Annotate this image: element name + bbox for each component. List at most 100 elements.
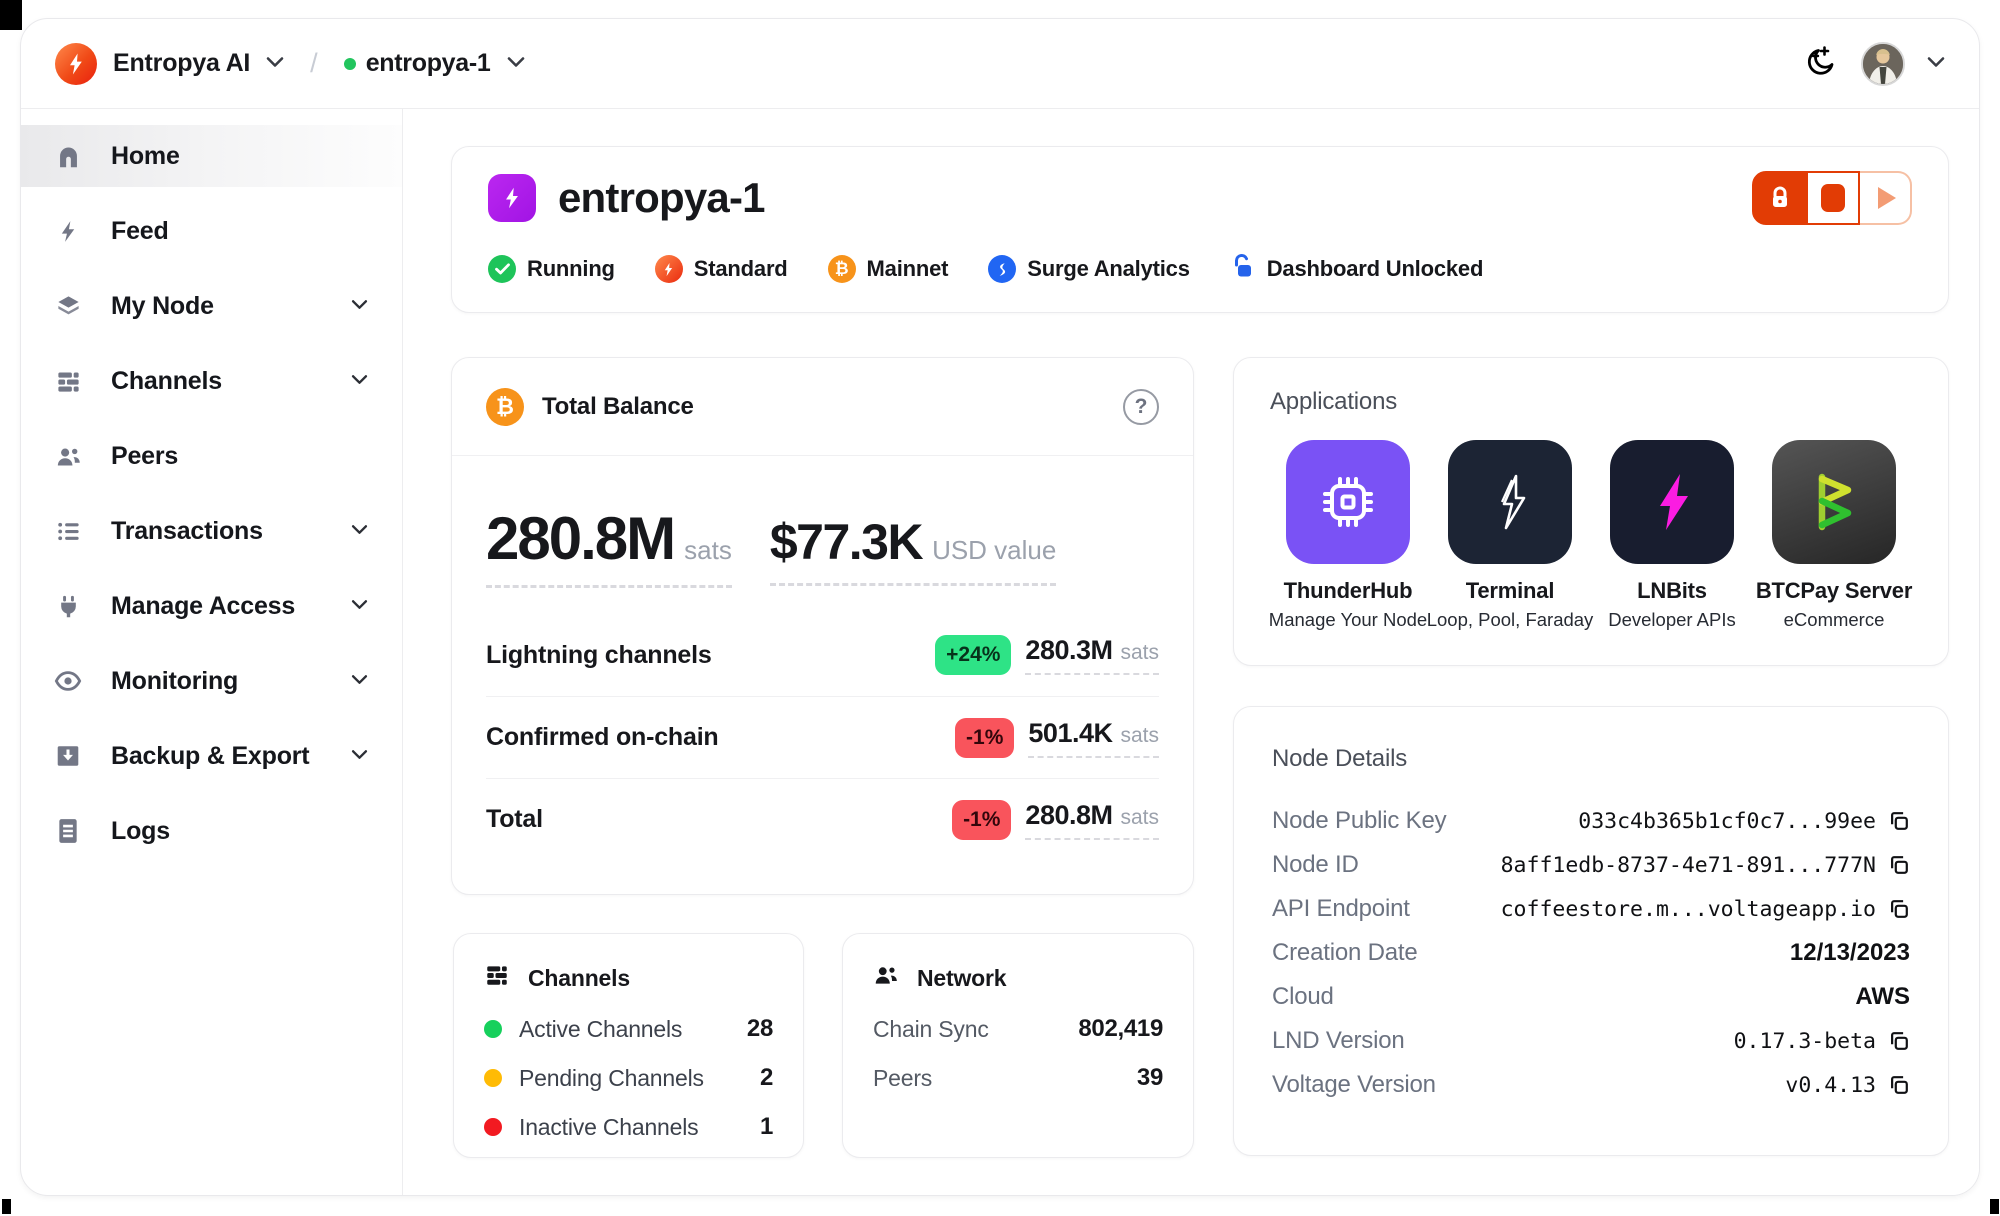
channels-row-value: 2 bbox=[759, 1064, 773, 1091]
play-icon bbox=[1878, 187, 1896, 209]
stop-button[interactable] bbox=[1808, 171, 1860, 225]
balance-row-unit: sats bbox=[1120, 723, 1159, 747]
sidebar-item-logs[interactable]: Logs bbox=[21, 800, 402, 862]
breadcrumb-node[interactable]: entropya-1 bbox=[343, 49, 491, 78]
status-badge-plan: Standard bbox=[654, 255, 788, 283]
app-name: Terminal bbox=[1465, 578, 1555, 603]
network-summary-card: Network Chain Sync 802,419 Peers 39 bbox=[842, 933, 1194, 1158]
balance-row-total: Total -1% 280.8M sats bbox=[486, 778, 1159, 860]
detail-row-lnd-version: LND Version 0.17.3-beta bbox=[1272, 1019, 1910, 1063]
network-row-value: 39 bbox=[1136, 1064, 1163, 1091]
lock-button[interactable] bbox=[1752, 171, 1808, 225]
channels-summary-card: Channels Active Channels 28 Pending Chan… bbox=[453, 933, 804, 1158]
channels-row-value: 1 bbox=[759, 1113, 773, 1140]
start-button[interactable] bbox=[1860, 171, 1912, 225]
total-balance-card: ₿ Total Balance ? 280.8M sats $77.3K USD… bbox=[451, 357, 1194, 895]
node-details-card: Node Details Node Public Key 033c4b365b1… bbox=[1233, 706, 1949, 1156]
balance-row-unit: sats bbox=[1120, 805, 1159, 829]
copy-icon[interactable] bbox=[1888, 898, 1910, 920]
sidebar-item-monitoring[interactable]: Monitoring bbox=[21, 650, 402, 712]
app-btcpay[interactable]: BTCPay Server eCommerce bbox=[1756, 440, 1912, 631]
network-row-value: 802,419 bbox=[1078, 1015, 1163, 1042]
sidebar-item-label: Logs bbox=[111, 816, 170, 845]
balance-row-label: Lightning channels bbox=[486, 640, 712, 669]
sidebar-item-peers[interactable]: Peers bbox=[21, 425, 402, 487]
breadcrumb-separator: / bbox=[310, 48, 318, 78]
chevron-down-icon[interactable] bbox=[266, 55, 284, 73]
app-terminal[interactable]: Terminal Loop, Pool, Faraday bbox=[1427, 440, 1593, 631]
detail-row-api-endpoint: API Endpoint coffeestore.m...voltageapp.… bbox=[1272, 887, 1910, 931]
balance-row-label: Confirmed on-chain bbox=[486, 723, 719, 751]
sidebar-item-home[interactable]: Home bbox=[21, 125, 402, 187]
help-icon[interactable]: ? bbox=[1123, 388, 1159, 425]
sidebar-item-label: Monitoring bbox=[111, 666, 239, 695]
inactive-dot bbox=[484, 1118, 502, 1136]
balance-row-value: 501.4K bbox=[1028, 717, 1113, 748]
thunderhub-chip-icon bbox=[1286, 440, 1410, 564]
badge-label: Dashboard Unlocked bbox=[1266, 256, 1484, 281]
change-badge: +24% bbox=[935, 635, 1012, 675]
download-icon bbox=[53, 743, 83, 769]
app-thunderhub[interactable]: ThunderHub Manage Your Node bbox=[1269, 440, 1427, 631]
sidebar-item-label: Manage Access bbox=[111, 591, 296, 620]
sidebar-item-label: Channels bbox=[111, 366, 222, 395]
detail-label: Voltage Version bbox=[1272, 1071, 1436, 1098]
network-row-peers: Peers 39 bbox=[873, 1064, 1163, 1092]
status-badge-dashboard: Dashboard Unlocked bbox=[1230, 252, 1483, 286]
app-subtitle: Developer APIs bbox=[1608, 609, 1736, 630]
channels-row-label: Active Channels bbox=[519, 1015, 683, 1042]
node-details-title: Node Details bbox=[1272, 745, 1408, 772]
sidebar-item-channels[interactable]: Channels bbox=[21, 350, 402, 412]
channels-row-label: Inactive Channels bbox=[519, 1113, 699, 1140]
copy-icon[interactable] bbox=[1888, 1030, 1910, 1052]
detail-row-node-id: Node ID 8aff1edb-8737-4e71-891...777N bbox=[1272, 843, 1910, 887]
detail-value: 8aff1edb-8737-4e71-891...777N bbox=[1500, 852, 1876, 878]
copy-icon[interactable] bbox=[1888, 1074, 1910, 1096]
detail-label: Cloud bbox=[1272, 983, 1334, 1010]
dark-mode-moon-icon[interactable] bbox=[1803, 43, 1839, 84]
sidebar-item-label: Peers bbox=[111, 441, 179, 470]
usd-unit: USD value bbox=[932, 535, 1057, 565]
stop-icon bbox=[1821, 184, 1845, 212]
chevron-down-icon[interactable] bbox=[1927, 55, 1945, 73]
peers-icon bbox=[53, 443, 83, 470]
sidebar-item-feed[interactable]: Feed bbox=[21, 200, 402, 262]
channels-icon bbox=[53, 368, 83, 395]
balance-row-unit: sats bbox=[1120, 641, 1159, 664]
bitcoin-icon: ₿ bbox=[486, 387, 524, 426]
screen-artifact bbox=[0, 0, 22, 30]
copy-icon[interactable] bbox=[1888, 810, 1910, 832]
sidebar-item-backup-export[interactable]: Backup & Export bbox=[21, 725, 402, 787]
eye-icon bbox=[53, 667, 83, 695]
node-breadcrumb-label: entropya-1 bbox=[365, 49, 491, 77]
detail-value: 12/13/2023 bbox=[1789, 939, 1910, 966]
sidebar-item-transactions[interactable]: Transactions bbox=[21, 500, 402, 562]
chevron-down-icon[interactable] bbox=[507, 55, 525, 73]
node-power-controls bbox=[1752, 171, 1912, 225]
chevron-down-icon bbox=[351, 597, 368, 615]
sidebar-item-label: Backup & Export bbox=[111, 741, 310, 770]
channels-row-inactive: Inactive Channels 1 bbox=[484, 1113, 773, 1141]
screen-artifact bbox=[1990, 1199, 1999, 1214]
total-sats-value: 280.8M sats bbox=[486, 504, 732, 588]
copy-icon[interactable] bbox=[1888, 854, 1910, 876]
unlock-icon bbox=[1230, 252, 1256, 286]
app-lnbits[interactable]: LNBits Developer APIs bbox=[1594, 440, 1750, 631]
network-row-label: Chain Sync bbox=[873, 1015, 989, 1042]
channels-row-pending: Pending Channels 2 bbox=[484, 1064, 773, 1092]
network-row-chain-sync: Chain Sync 802,419 bbox=[873, 1015, 1163, 1043]
sidebar-item-label: Home bbox=[111, 141, 180, 170]
balance-card-title: Total Balance bbox=[542, 392, 694, 420]
balance-row-lightning: Lightning channels +24% 280.3M sats bbox=[486, 614, 1159, 696]
sidebar-item-manage-access[interactable]: Manage Access bbox=[21, 575, 402, 637]
sidebar-item-label: Transactions bbox=[111, 516, 263, 545]
node-header-card: entropya-1 Running bbox=[451, 146, 1949, 313]
sidebar-item-my-node[interactable]: My Node bbox=[21, 275, 402, 337]
avatar[interactable] bbox=[1861, 41, 1905, 86]
app-subtitle: eCommerce bbox=[1783, 609, 1885, 630]
topbar: Entropya AI / entropya-1 bbox=[21, 19, 1979, 109]
org-name[interactable]: Entropya AI bbox=[113, 49, 251, 77]
detail-label: Node ID bbox=[1272, 851, 1359, 878]
chevron-down-icon bbox=[351, 522, 368, 540]
detail-value: v0.4.13 bbox=[1785, 1072, 1876, 1098]
